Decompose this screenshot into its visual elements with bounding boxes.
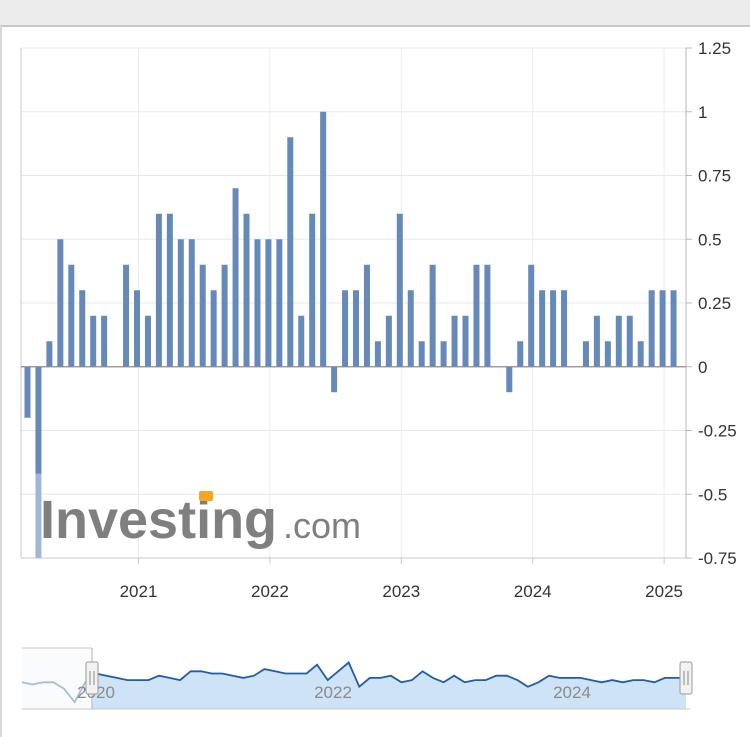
bar [342, 290, 349, 367]
bar [134, 290, 140, 367]
bar [353, 290, 359, 367]
watermark-main: Investing [40, 490, 277, 550]
bar [374, 341, 381, 367]
y-axis: 1.25 1 0.75 0.5 0.25 0 -0.25 -0.5 -0.75 [686, 39, 737, 568]
bar [144, 315, 151, 367]
bar [517, 341, 524, 367]
bar [46, 341, 53, 367]
bar [298, 315, 305, 367]
bar [561, 290, 568, 367]
bar [166, 213, 173, 367]
bar [604, 341, 611, 367]
grid-lines [20, 47, 687, 559]
x-axis: 2021 2022 2023 2024 2025 [120, 558, 683, 601]
bar [309, 213, 316, 367]
y-tick-label: 0.75 [698, 167, 731, 186]
watermark-accent [199, 491, 213, 501]
bar [615, 315, 622, 367]
bar [287, 137, 294, 367]
bar [363, 264, 370, 367]
y-tick-label: -0.5 [698, 485, 727, 504]
navigator-line [21, 661, 686, 704]
bar [648, 290, 655, 367]
bar [429, 264, 436, 367]
x-tick-label: 2025 [645, 582, 683, 601]
bar [265, 239, 272, 367]
bar [35, 366, 42, 474]
bar [659, 290, 666, 367]
bar-clipped-part [35, 473, 42, 558]
bar [79, 290, 86, 367]
y-tick-label: -0.75 [698, 549, 737, 568]
x-tick-label: 2022 [251, 582, 289, 601]
y-tick-label: 0.25 [698, 294, 731, 313]
bar [506, 366, 513, 393]
bar [396, 213, 403, 367]
bar [90, 315, 97, 367]
bar [484, 264, 491, 367]
bar [57, 239, 64, 367]
bar [24, 366, 31, 418]
y-tick-label: 1.25 [698, 39, 731, 58]
x-tick-label: 2021 [120, 582, 158, 601]
bar [331, 366, 338, 393]
navigator: 202020222024 [21, 647, 693, 710]
bar [418, 341, 425, 367]
bar [177, 239, 184, 367]
bar [155, 213, 162, 367]
bar [243, 213, 250, 367]
bar [593, 315, 600, 367]
bar [123, 264, 130, 367]
navigator-area [92, 662, 686, 709]
navigator-mask [22, 648, 92, 709]
bar [473, 264, 480, 367]
bar [320, 111, 327, 367]
bar [407, 290, 414, 367]
bar [68, 264, 75, 367]
top-strip [0, 0, 750, 26]
bar [451, 315, 458, 367]
bar [199, 264, 206, 367]
bar [188, 239, 195, 367]
top-divider [0, 25, 750, 27]
x-tick-label: 2023 [382, 582, 420, 601]
bar [254, 239, 261, 367]
bar [539, 290, 546, 367]
watermark-suffix: .com [283, 505, 361, 546]
navigator-label: 2022 [314, 683, 352, 702]
y-tick-label: 1 [698, 103, 707, 122]
bar [670, 290, 677, 367]
bar [440, 341, 447, 367]
bar [637, 341, 644, 367]
bar [221, 264, 228, 367]
navigator-right-handle[interactable] [679, 661, 693, 695]
y-tick-label: -0.25 [698, 422, 737, 441]
x-tick-label: 2024 [514, 582, 552, 601]
navigator-left-handle[interactable] [85, 661, 99, 695]
bar [550, 290, 557, 367]
bar [462, 315, 469, 367]
bars [21, 111, 686, 558]
bar [232, 188, 239, 367]
bar [276, 239, 283, 367]
bar [528, 264, 535, 367]
bar [210, 290, 217, 367]
bar [385, 315, 392, 367]
y-tick-label: 0.5 [698, 230, 722, 249]
left-border [0, 26, 2, 737]
investing-watermark: Investing .com [40, 490, 361, 550]
bar [626, 315, 633, 367]
y-tick-label: 0 [698, 358, 707, 377]
bar [582, 341, 589, 367]
bar [101, 315, 108, 367]
navigator-label: 2024 [553, 683, 591, 702]
